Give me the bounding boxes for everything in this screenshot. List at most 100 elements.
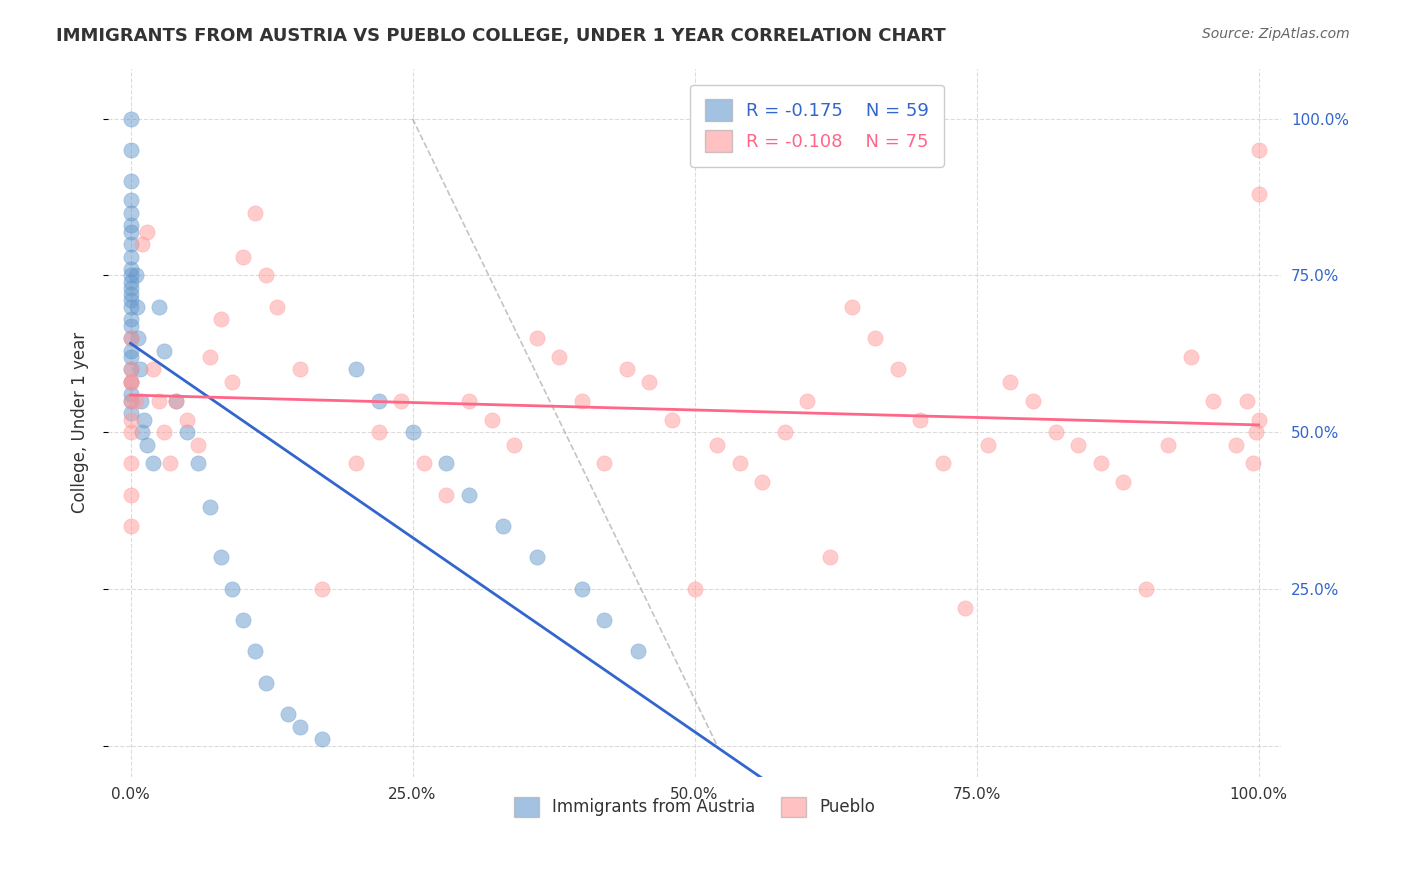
Point — [120, 219, 142, 233]
Point — [886, 362, 908, 376]
Point — [458, 393, 481, 408]
Point — [120, 312, 142, 326]
Point — [1247, 412, 1270, 426]
Point — [120, 112, 142, 126]
Point — [148, 300, 170, 314]
Point — [616, 362, 638, 376]
Point — [120, 331, 142, 345]
Point — [254, 268, 277, 283]
Point — [232, 613, 254, 627]
Point — [142, 457, 165, 471]
Point — [344, 457, 367, 471]
Point — [1247, 186, 1270, 201]
Point — [120, 375, 142, 389]
Point — [176, 412, 198, 426]
Point — [131, 237, 153, 252]
Point — [401, 425, 423, 439]
Point — [1022, 393, 1045, 408]
Point — [661, 412, 683, 426]
Point — [955, 600, 977, 615]
Point — [526, 550, 548, 565]
Point — [120, 275, 142, 289]
Point — [120, 375, 142, 389]
Point — [136, 437, 159, 451]
Point — [1247, 143, 1270, 157]
Point — [125, 393, 148, 408]
Point — [120, 393, 142, 408]
Point — [311, 582, 333, 596]
Point — [1180, 350, 1202, 364]
Point — [818, 550, 841, 565]
Point — [412, 457, 434, 471]
Point — [120, 237, 142, 252]
Y-axis label: College, Under 1 year: College, Under 1 year — [72, 332, 89, 513]
Point — [593, 457, 616, 471]
Text: IMMIGRANTS FROM AUSTRIA VS PUEBLO COLLEGE, UNDER 1 YEAR CORRELATION CHART: IMMIGRANTS FROM AUSTRIA VS PUEBLO COLLEG… — [56, 27, 946, 45]
Point — [120, 362, 142, 376]
Point — [198, 350, 221, 364]
Point — [266, 300, 288, 314]
Point — [128, 362, 150, 376]
Point — [288, 362, 311, 376]
Point — [751, 475, 773, 490]
Point — [683, 582, 706, 596]
Point — [458, 488, 481, 502]
Point — [198, 500, 221, 515]
Point — [148, 393, 170, 408]
Point — [120, 457, 142, 471]
Point — [129, 393, 152, 408]
Point — [153, 425, 176, 439]
Point — [434, 488, 457, 502]
Point — [153, 343, 176, 358]
Point — [288, 720, 311, 734]
Point — [120, 205, 142, 219]
Point — [187, 457, 209, 471]
Point — [1202, 393, 1225, 408]
Point — [1067, 437, 1090, 451]
Point — [254, 676, 277, 690]
Point — [120, 174, 142, 188]
Point — [131, 425, 153, 439]
Point — [1157, 437, 1180, 451]
Point — [526, 331, 548, 345]
Point — [389, 393, 412, 408]
Point — [367, 393, 389, 408]
Point — [120, 393, 142, 408]
Point — [571, 582, 593, 596]
Point — [165, 393, 187, 408]
Point — [1000, 375, 1022, 389]
Point — [120, 281, 142, 295]
Point — [221, 375, 243, 389]
Point — [187, 437, 209, 451]
Point — [773, 425, 796, 439]
Point — [796, 393, 818, 408]
Point — [120, 406, 142, 420]
Point — [127, 331, 149, 345]
Point — [120, 318, 142, 333]
Point — [1225, 437, 1247, 451]
Point — [120, 287, 142, 301]
Point — [908, 412, 931, 426]
Point — [243, 205, 266, 219]
Point — [209, 550, 232, 565]
Point — [120, 300, 142, 314]
Point — [638, 375, 661, 389]
Point — [1236, 393, 1258, 408]
Point — [125, 268, 148, 283]
Point — [120, 362, 142, 376]
Point — [492, 519, 515, 533]
Point — [209, 312, 232, 326]
Point — [367, 425, 389, 439]
Point — [311, 732, 333, 747]
Point — [120, 193, 142, 207]
Point — [120, 343, 142, 358]
Point — [1246, 425, 1268, 439]
Point — [120, 250, 142, 264]
Point — [165, 393, 187, 408]
Point — [120, 293, 142, 308]
Point — [120, 412, 142, 426]
Point — [176, 425, 198, 439]
Point — [1241, 457, 1264, 471]
Point — [120, 262, 142, 277]
Point — [1045, 425, 1067, 439]
